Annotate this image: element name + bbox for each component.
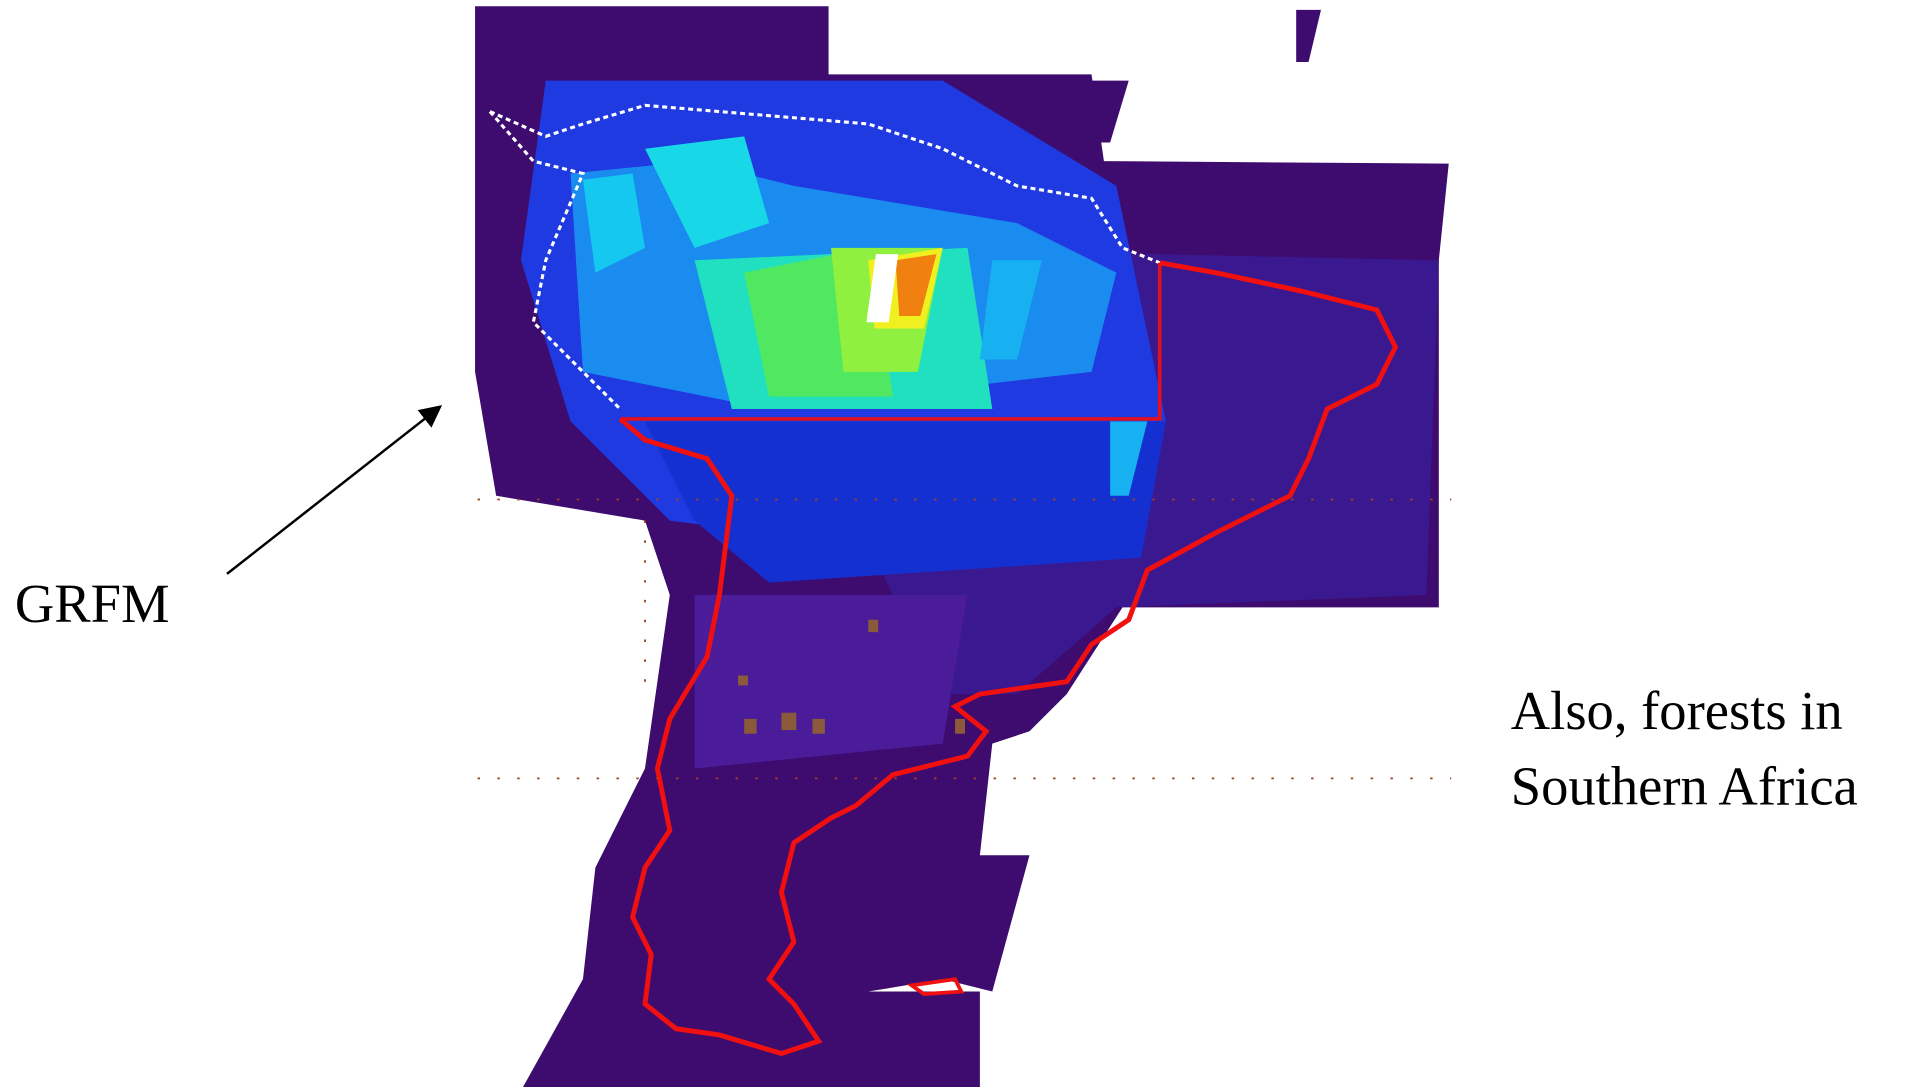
arrow-label: GRFM	[15, 573, 170, 634]
page: GRFM Also, forests in Southern Africa ((…	[0, 0, 1930, 1087]
side-note: Southern Africa	[1511, 755, 1858, 816]
map-figure: GRFM Also, forests in Southern Africa	[0, 0, 1930, 1087]
side-note: Also, forests in	[1511, 680, 1843, 741]
radar-mosaic	[475, 6, 1449, 1087]
arrow	[227, 407, 440, 574]
